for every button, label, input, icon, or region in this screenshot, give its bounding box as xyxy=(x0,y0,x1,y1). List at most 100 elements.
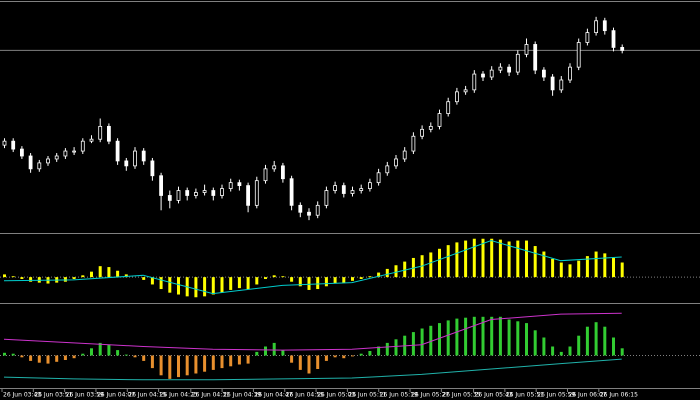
candle-body xyxy=(46,158,50,164)
histogram-bar xyxy=(237,355,241,365)
histogram-bar xyxy=(55,355,59,362)
histogram-bar xyxy=(533,330,537,356)
x-tick-label: 26 Jun 05:27 xyxy=(411,392,449,399)
histogram-bar xyxy=(420,328,424,356)
histogram-bar xyxy=(211,355,215,370)
histogram-bar xyxy=(72,355,76,359)
histogram-bar xyxy=(46,355,50,364)
histogram-bar xyxy=(116,350,120,356)
histogram-bar xyxy=(272,342,276,356)
histogram-bar xyxy=(290,277,294,282)
candle-body xyxy=(115,140,120,162)
histogram-bar xyxy=(568,264,572,278)
histogram-bar xyxy=(229,277,233,290)
candle-body xyxy=(594,20,598,34)
x-tick-label: 26 Jun 04:55 xyxy=(286,392,324,399)
histogram-bar xyxy=(264,346,267,356)
candle-body xyxy=(89,138,94,142)
histogram-bar xyxy=(324,277,328,287)
candle-body xyxy=(63,150,68,157)
histogram-bar xyxy=(455,318,459,356)
x-tick-label: 26 Jun 04:07 xyxy=(97,392,135,399)
histogram-bar xyxy=(490,238,494,278)
histogram-bar xyxy=(411,332,415,356)
histogram-bar xyxy=(551,258,555,278)
candle-body xyxy=(28,155,33,170)
histogram-bar xyxy=(585,256,589,278)
candle-body xyxy=(176,190,181,201)
histogram-bar xyxy=(525,240,528,278)
candle-body xyxy=(333,185,338,191)
candle-body xyxy=(159,175,164,196)
histogram-bar xyxy=(568,346,572,356)
histogram-bar xyxy=(81,353,85,356)
histogram-bar xyxy=(603,326,607,356)
histogram-bar xyxy=(368,351,372,356)
histogram-bar xyxy=(577,260,581,278)
histogram-bar xyxy=(3,274,6,278)
histogram-bar xyxy=(90,348,93,356)
candle-body xyxy=(307,211,311,216)
candle-body xyxy=(133,150,137,167)
histogram-bar xyxy=(464,317,468,356)
histogram-bar xyxy=(220,355,224,369)
candle-body xyxy=(385,165,390,174)
histogram-bar xyxy=(63,355,67,360)
candle-body xyxy=(411,135,416,152)
candle-body xyxy=(507,66,512,73)
histogram-bar xyxy=(229,355,233,367)
candle-body xyxy=(341,185,346,194)
histogram-bar xyxy=(542,337,546,356)
histogram-bar xyxy=(559,262,563,278)
histogram-bar xyxy=(177,277,180,295)
histogram-bar xyxy=(20,355,24,358)
histogram-bar xyxy=(150,277,154,285)
histogram-bar xyxy=(464,240,468,278)
histogram-bar xyxy=(37,355,41,363)
histogram-bar xyxy=(429,252,433,278)
candle-body xyxy=(524,44,529,55)
histogram-bar xyxy=(290,355,294,363)
candle-body xyxy=(550,76,555,91)
histogram-bar xyxy=(455,242,459,278)
candle-body xyxy=(394,158,398,167)
histogram-bar xyxy=(133,355,137,358)
histogram-bar xyxy=(159,355,163,376)
candle-body xyxy=(185,190,190,196)
histogram-bar xyxy=(438,248,441,278)
histogram-bar xyxy=(472,316,476,356)
histogram-bar xyxy=(194,277,198,298)
candle-body xyxy=(107,125,111,142)
histogram-bar xyxy=(177,355,180,378)
histogram-bar xyxy=(333,355,337,358)
histogram-bar xyxy=(551,346,555,356)
histogram-bar xyxy=(612,257,615,278)
histogram-bar xyxy=(11,276,15,278)
histogram-bar xyxy=(385,342,389,356)
candle-body xyxy=(202,190,207,193)
histogram-bar xyxy=(298,355,302,370)
candle-body xyxy=(193,192,198,196)
histogram-bar xyxy=(359,277,363,279)
histogram-bar xyxy=(150,355,154,369)
candle-body xyxy=(220,188,224,196)
histogram-bar xyxy=(81,275,85,278)
candle-body xyxy=(315,204,320,216)
x-tick-label: 26 Jun 04:31 xyxy=(192,392,230,399)
candle-body xyxy=(454,91,459,103)
histogram-bar xyxy=(159,277,163,290)
histogram-bar xyxy=(403,261,407,278)
candle-body xyxy=(72,150,76,153)
histogram-bar xyxy=(298,277,302,287)
candle-body xyxy=(324,190,329,206)
histogram-bar xyxy=(394,339,398,356)
histogram-bar xyxy=(490,316,494,356)
candle-body xyxy=(376,172,381,184)
histogram-bar xyxy=(525,323,528,356)
histogram-bar xyxy=(342,277,346,283)
candle-body xyxy=(472,73,477,91)
histogram-bar xyxy=(411,257,415,278)
histogram-bar xyxy=(351,277,354,281)
histogram-bar xyxy=(368,276,372,278)
